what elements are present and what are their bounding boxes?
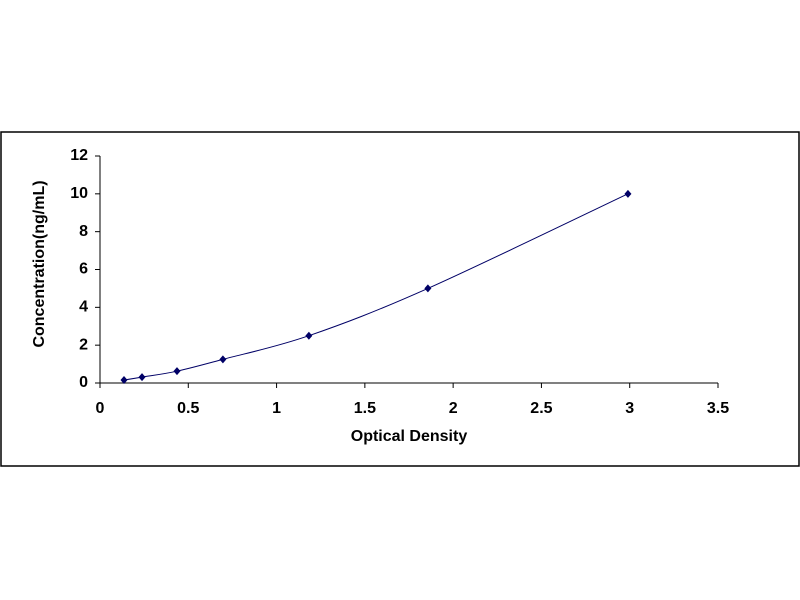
data-point <box>424 284 432 293</box>
x-axis-title: Optical Density <box>351 428 468 445</box>
x-tick-label: 2.5 <box>530 400 552 417</box>
x-tick-label: 1 <box>272 400 281 417</box>
y-tick-label: 0 <box>79 374 88 391</box>
x-tick-label: 0 <box>96 400 105 417</box>
x-tick-label: 1.5 <box>354 400 376 417</box>
data-point <box>120 376 128 385</box>
data-point <box>624 189 632 198</box>
fit-line <box>123 193 629 381</box>
x-tick-label: 2 <box>449 400 458 417</box>
data-point <box>305 331 313 340</box>
y-tick-label: 6 <box>79 261 88 278</box>
chart-frame <box>0 131 800 467</box>
y-tick-label: 12 <box>70 147 88 164</box>
x-tick-label: 3 <box>625 400 634 417</box>
x-tick-label: 3.5 <box>707 400 729 417</box>
data-point <box>173 367 181 376</box>
data-point <box>219 355 227 364</box>
y-tick-label: 2 <box>79 336 88 353</box>
y-tick-label: 4 <box>79 299 88 316</box>
data-point <box>138 373 146 382</box>
x-tick-label: 0.5 <box>177 400 199 417</box>
y-axis-title: Concentration(ng/mL) <box>31 180 48 347</box>
y-tick-label: 8 <box>79 223 88 240</box>
y-tick-label: 10 <box>70 185 88 202</box>
